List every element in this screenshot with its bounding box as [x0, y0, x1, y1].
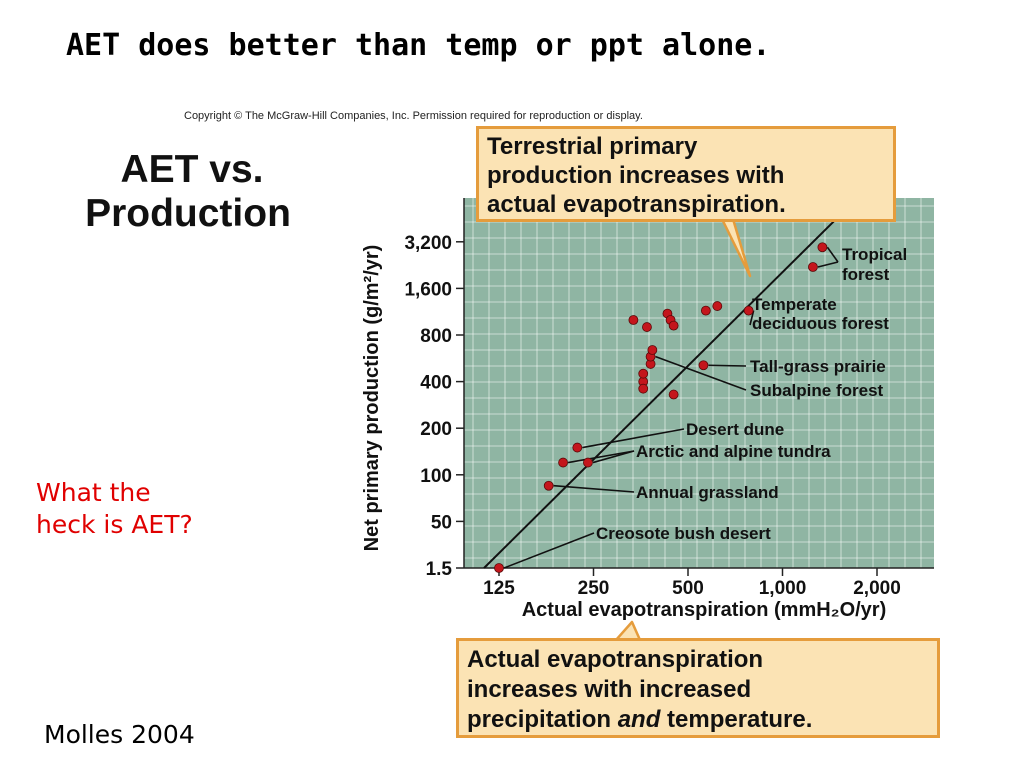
data-point	[743, 305, 754, 316]
annotation-label: Tropical	[842, 245, 907, 264]
annotation-leader	[592, 450, 635, 464]
data-point	[628, 315, 639, 325]
y-axis-label: Net primary production (g/m²/yr)	[361, 245, 383, 552]
annotation-leader	[749, 310, 755, 326]
annotation-label: Creosote bush desert	[596, 524, 771, 543]
annotation-leader	[567, 450, 635, 464]
question-line-2: heck is AET?	[36, 510, 193, 539]
callout-evapotranspiration: Actual evapotranspiration increases with…	[456, 638, 940, 738]
data-point	[558, 457, 568, 468]
annotation-leader	[582, 428, 685, 449]
callout-aet-line-3-pre: precipitation	[467, 706, 618, 733]
data-point	[712, 301, 723, 311]
slide-title: AET does better than temp or ppt alone.	[66, 28, 771, 63]
question-text: What the heck is AET?	[36, 477, 193, 541]
x-axis-label: Actual evapotranspiration (mmH₂O/yr)	[522, 599, 887, 621]
annotation-leader	[655, 355, 747, 391]
data-point	[494, 563, 504, 573]
callout-pointer-bottom	[615, 620, 642, 641]
annotation-label: deciduous forest	[752, 314, 889, 333]
annotation-label: Temperate	[752, 295, 837, 314]
callout-aet-line-1: Actual evapotranspiration	[467, 646, 764, 673]
data-point	[638, 383, 649, 394]
y-tick-label: 200	[420, 419, 452, 440]
callout-aet-line-2: increases with increased	[467, 676, 752, 703]
data-point	[808, 262, 818, 272]
callout-production: Terrestrial primary production increases…	[476, 126, 896, 222]
data-point	[583, 457, 593, 468]
callout-production-line-3: actual evapotranspiration.	[487, 191, 786, 218]
figure-title-line-1: AET vs.	[120, 148, 264, 191]
y-tick-label: 400	[420, 373, 452, 394]
figure-title: AET vs. Production	[48, 148, 328, 236]
y-tick-label: 3,200	[404, 233, 452, 254]
data-point	[642, 322, 652, 332]
data-point	[543, 480, 554, 491]
data-point	[647, 345, 658, 355]
annotation-leader	[708, 364, 747, 367]
data-point	[638, 368, 649, 379]
x-tick-label: 250	[578, 578, 610, 599]
x-tick-label: 125	[483, 578, 515, 599]
callout-aet-line-3: precipitation and temperature.	[467, 705, 929, 735]
y-tick-label: 800	[420, 326, 452, 347]
x-tick-label: 500	[672, 578, 704, 599]
callout-production-line-2: production increases with	[487, 162, 785, 189]
callout-production-line-1: Terrestrial primary	[487, 133, 698, 160]
x-tick-label: 2,000	[853, 578, 901, 599]
annotation-leader	[826, 246, 839, 263]
y-tick-label: 1,600	[404, 279, 452, 300]
citation: Molles 2004	[44, 720, 195, 749]
copyright-notice: Copyright © The McGraw-Hill Companies, I…	[184, 110, 643, 122]
annotation-label: Arctic and alpine tundra	[636, 442, 831, 461]
y-tick-label: 100	[420, 466, 452, 487]
annotation-label: Subalpine forest	[750, 381, 884, 400]
annotation-label: Annual grassland	[636, 483, 779, 502]
data-point	[700, 305, 711, 316]
callout-aet-line-3-em: and	[617, 706, 661, 733]
y-tick-label: 1.5	[426, 559, 453, 580]
annotation-leader	[817, 261, 839, 268]
trend-line	[483, 216, 839, 569]
data-point	[572, 442, 583, 453]
x-tick-label: 1,000	[759, 578, 807, 599]
figure-title-line-2: Production	[85, 192, 291, 235]
question-line-1: What the	[36, 478, 151, 507]
annotation-label: Desert dune	[686, 420, 784, 439]
callout-pointer-top	[720, 218, 752, 278]
data-point	[668, 389, 679, 400]
annotation-leader	[553, 484, 635, 493]
annotation-label: Tall-grass prairie	[750, 357, 886, 376]
data-point	[668, 320, 679, 331]
plot-area	[464, 198, 934, 568]
y-tick-label: 50	[431, 512, 452, 533]
data-point	[698, 360, 709, 371]
annotation-label: forest	[842, 265, 890, 284]
callout-aet-line-3-post: temperature.	[660, 706, 813, 733]
annotation-leader	[503, 532, 595, 569]
data-point	[817, 242, 828, 253]
